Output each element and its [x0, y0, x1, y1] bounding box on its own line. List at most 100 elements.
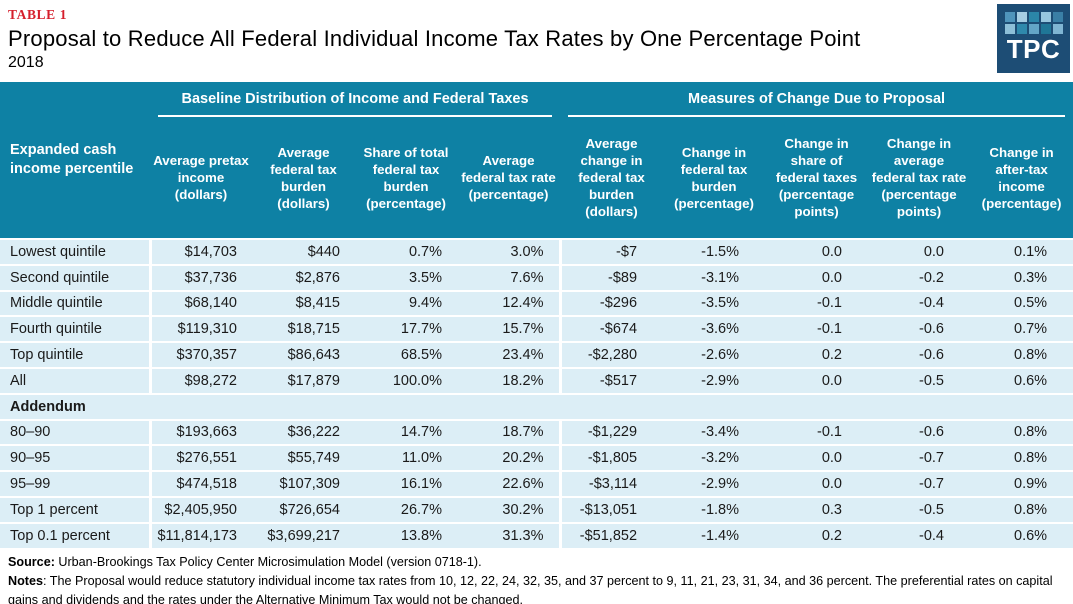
- cell: $474,518: [148, 470, 252, 497]
- cell: -$7: [558, 238, 664, 265]
- column-header-row: Average pretax income (dollars) Average …: [0, 117, 1073, 239]
- column-header: Change in federal tax burden (percentage…: [663, 117, 766, 239]
- cell: -0.1: [765, 289, 869, 317]
- cell: $68,140: [148, 289, 252, 317]
- cell: 0.8%: [970, 495, 1073, 523]
- cell: -0.5: [868, 495, 971, 523]
- source-line: Source: Urban-Brookings Tax Policy Cente…: [8, 553, 1065, 572]
- cell: 16.1%: [355, 470, 457, 497]
- notes-line: Notes: The Proposal would reduce statuto…: [8, 572, 1065, 604]
- row-label: 95–99: [0, 470, 150, 497]
- cell: 100.0%: [355, 366, 457, 394]
- cell: 0.0: [868, 238, 971, 265]
- column-header: Average federal tax burden (dollars): [252, 117, 355, 239]
- cell: -2.9%: [663, 366, 766, 394]
- table-row: 90–95 $276,551 $55,749 11.0% 20.2% -$1,8…: [0, 444, 1073, 472]
- cell: 11.0%: [355, 444, 457, 472]
- column-header: Change in average federal tax rate (perc…: [868, 117, 971, 239]
- group-header-measures-text: Measures of Change Due to Proposal: [568, 82, 1066, 117]
- cell: $11,814,173: [148, 521, 252, 548]
- cell: -$296: [558, 289, 664, 317]
- cell: 9.4%: [355, 289, 457, 317]
- logo-square: [1028, 12, 1039, 22]
- cell: -0.4: [868, 289, 971, 317]
- cell: 18.2%: [457, 366, 561, 394]
- logo-square: [1004, 12, 1015, 22]
- cell: -3.4%: [663, 418, 766, 446]
- cell: -$3,114: [558, 470, 664, 497]
- table-row: Second quintile $37,736 $2,876 3.5% 7.6%…: [0, 263, 1073, 291]
- cell: -0.6: [868, 341, 971, 368]
- table-row: Lowest quintile $14,703 $440 0.7% 3.0% -…: [0, 238, 1073, 265]
- row-label: 80–90: [0, 418, 150, 446]
- logo-square: [1016, 12, 1027, 22]
- cell: -$517: [558, 366, 664, 394]
- cell: $37,736: [148, 263, 252, 291]
- year-subtitle: 2018: [8, 54, 44, 71]
- table-row: Middle quintile $68,140 $8,415 9.4% 12.4…: [0, 289, 1073, 317]
- cell: 0.2: [765, 521, 869, 548]
- cell: $440: [252, 238, 355, 265]
- cell: $119,310: [148, 315, 252, 343]
- cell: $14,703: [148, 238, 252, 265]
- cell: 31.3%: [457, 521, 561, 548]
- row-label: All: [0, 366, 150, 394]
- row-label: Fourth quintile: [0, 315, 150, 343]
- cell: -$13,051: [558, 495, 664, 523]
- column-header: Share of total federal tax burden (perce…: [355, 117, 457, 239]
- cell: -0.5: [868, 366, 971, 394]
- cell: -$1,805: [558, 444, 664, 472]
- column-header: Average pretax income (dollars): [150, 117, 252, 239]
- cell: 0.0: [765, 238, 869, 265]
- cell: -0.1: [765, 418, 869, 446]
- table-body: Lowest quintile $14,703 $440 0.7% 3.0% -…: [0, 238, 1073, 548]
- logo-text: TPC: [1006, 34, 1061, 64]
- cell: $55,749: [252, 444, 355, 472]
- cell: -3.5%: [663, 289, 766, 317]
- cell: 3.5%: [355, 263, 457, 291]
- tpc-logo: TPC: [997, 4, 1070, 73]
- cell: 7.6%: [457, 263, 561, 291]
- logo-square: [1028, 24, 1039, 34]
- cell: -$2,280: [558, 341, 664, 368]
- cell: $17,879: [252, 366, 355, 394]
- cell: 14.7%: [355, 418, 457, 446]
- cell: -0.2: [868, 263, 971, 291]
- cell: 17.7%: [355, 315, 457, 343]
- notes-text: : The Proposal would reduce statutory in…: [8, 573, 1053, 604]
- cell: -1.8%: [663, 495, 766, 523]
- cell: 0.0: [765, 263, 869, 291]
- cell: 0.8%: [970, 418, 1073, 446]
- cell: 68.5%: [355, 341, 457, 368]
- cell: 0.1%: [970, 238, 1073, 265]
- cell: 26.7%: [355, 495, 457, 523]
- cell: $193,663: [148, 418, 252, 446]
- cell: 22.6%: [457, 470, 561, 497]
- column-header: Average federal tax rate (percentage): [457, 117, 561, 239]
- cell: -2.9%: [663, 470, 766, 497]
- table-row: All $98,272 $17,879 100.0% 18.2% -$517 -…: [0, 366, 1073, 394]
- cell: 0.8%: [970, 341, 1073, 368]
- row-label: Second quintile: [0, 263, 150, 291]
- row-label: Top quintile: [0, 341, 150, 368]
- cell: $370,357: [148, 341, 252, 368]
- cell: -1.4%: [663, 521, 766, 548]
- cell: 0.9%: [970, 470, 1073, 497]
- cell: 0.0: [765, 366, 869, 394]
- cell: 30.2%: [457, 495, 561, 523]
- cell: $3,699,217: [252, 521, 355, 548]
- table-row: Top 0.1 percent $11,814,173 $3,699,217 1…: [0, 521, 1073, 548]
- cell: -3.6%: [663, 315, 766, 343]
- cell: $8,415: [252, 289, 355, 317]
- cell: -$674: [558, 315, 664, 343]
- page-title: Proposal to Reduce All Federal Individua…: [8, 26, 861, 51]
- logo-square: [1040, 24, 1051, 34]
- table-row: Fourth quintile $119,310 $18,715 17.7% 1…: [0, 315, 1073, 343]
- table-row: 95–99 $474,518 $107,309 16.1% 22.6% -$3,…: [0, 470, 1073, 497]
- logo-square: [1052, 12, 1063, 22]
- cell: $98,272: [148, 366, 252, 394]
- cell: -0.6: [868, 315, 971, 343]
- group-header-baseline: Baseline Distribution of Income and Fede…: [150, 82, 561, 117]
- cell: -3.1%: [663, 263, 766, 291]
- cell: $36,222: [252, 418, 355, 446]
